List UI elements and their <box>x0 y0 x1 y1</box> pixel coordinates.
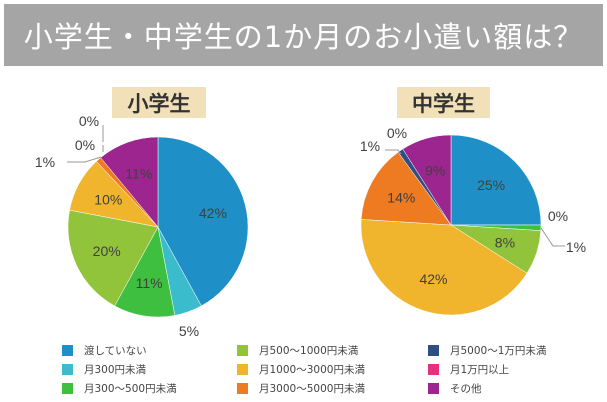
pie-slice <box>360 219 528 316</box>
data-label: 20% <box>93 243 121 259</box>
legend-label: 月300〜500円未満 <box>84 382 177 395</box>
pie-slice <box>67 209 159 307</box>
page-title: 小学生・中学生の1か月のお小遣い額は？ <box>23 20 584 54</box>
legend-item: 月1000〜3000円未満 <box>237 361 365 377</box>
data-label: 0% <box>548 208 568 224</box>
legend-swatch <box>62 363 73 375</box>
legend-swatch <box>237 382 248 394</box>
pie-title-elementary: 小学生 <box>112 87 206 118</box>
legend-item: その他 <box>428 380 482 396</box>
data-label: 25% <box>477 177 505 193</box>
legend-label: 渡していない <box>84 344 147 357</box>
data-label: 0% <box>387 125 407 141</box>
data-label: 42% <box>419 271 447 287</box>
data-label: 5% <box>179 323 199 339</box>
data-label: 9% <box>425 163 445 179</box>
legend-item: 月300〜500円未満 <box>62 380 177 396</box>
legend-swatch <box>428 363 439 375</box>
legend-label: 月3000〜5000円未満 <box>259 382 365 395</box>
pie-title-junior-high: 中学生 <box>397 87 490 118</box>
legend-label: その他 <box>450 382 482 395</box>
legend: 渡していない 月300円未満 月300〜500円未満 月500〜1000円未満 … <box>0 340 607 400</box>
data-label: 1% <box>360 138 380 154</box>
legend-item: 渡していない <box>62 342 147 358</box>
legend-item: 月1万円以上 <box>428 361 509 377</box>
legend-swatch <box>62 344 73 356</box>
data-label: 11% <box>125 166 152 182</box>
data-label: 0% <box>79 113 99 129</box>
legend-label: 月1000〜3000円未満 <box>259 363 365 376</box>
pie-slice <box>450 134 542 226</box>
legend-label: 月500〜1000円未満 <box>259 344 359 357</box>
pie-slice <box>402 134 452 226</box>
leader-line <box>67 156 102 163</box>
data-label: 1% <box>566 239 586 255</box>
legend-swatch <box>237 344 248 356</box>
pie-slice <box>157 136 249 307</box>
legend-item: 月3000〜5000円未満 <box>237 380 365 396</box>
legend-item: 月300円未満 <box>62 361 146 377</box>
legend-swatch <box>237 363 248 375</box>
pie-chart-elementary: 42% 5% 11% 20% 10% 1% 0% 0% 11% <box>35 113 249 339</box>
legend-label: 月300円未満 <box>84 363 147 376</box>
legend-item: 月5000〜1万円未満 <box>428 342 546 358</box>
legend-item: 月500〜1000円未満 <box>237 342 358 358</box>
legend-swatch <box>428 382 439 394</box>
title-bar: 小学生・中学生の1か月のお小遣い額は？ <box>4 4 603 66</box>
data-label: 1% <box>35 154 55 170</box>
data-label: 14% <box>387 190 415 206</box>
data-label: 10% <box>94 192 122 208</box>
legend-swatch <box>62 382 73 394</box>
pie-chart-junior-high: 25% 0% 1% 8% 42% 14% 1% 0% 9% <box>360 125 586 316</box>
data-label: 8% <box>495 235 515 251</box>
pie-slice <box>360 151 452 226</box>
legend-label: 月1万円以上 <box>450 363 510 376</box>
leader-line <box>540 227 565 247</box>
data-label: 42% <box>199 205 227 221</box>
data-label: 0% <box>75 137 95 153</box>
leader-line <box>385 149 402 155</box>
data-label: 11% <box>136 275 163 291</box>
legend-swatch <box>428 344 439 356</box>
legend-label: 月5000〜1万円未満 <box>450 344 547 357</box>
